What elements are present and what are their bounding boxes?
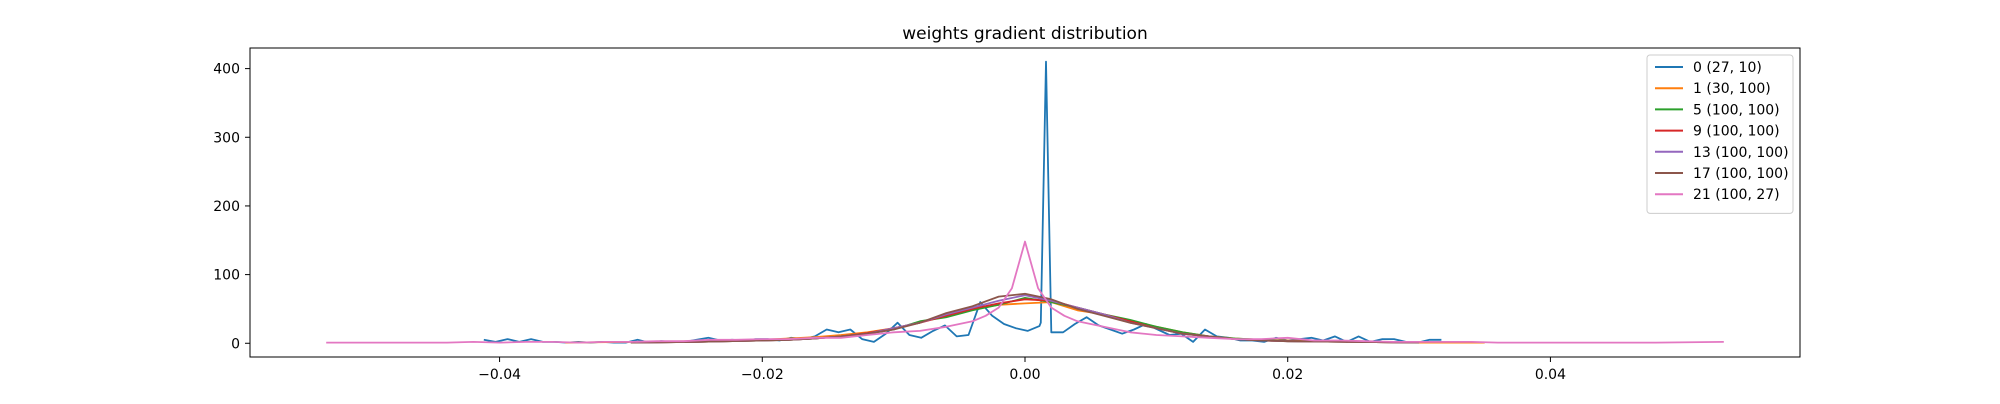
y-tick-label: 300	[213, 130, 240, 146]
series-layer	[326, 60, 1724, 344]
x-tick-label: −0.02	[741, 367, 784, 383]
x-tick-label: −0.04	[478, 367, 521, 383]
y-tick-label: 200	[213, 199, 240, 215]
legend-label-1: 1 (30, 100)	[1693, 81, 1771, 97]
legend-label-6: 21 (100, 27)	[1693, 187, 1780, 203]
legend: 0 (27, 10) 1 (30, 100) 5 (100, 100) 9 (100,…	[1646, 54, 1794, 214]
y-tick-label: 0	[231, 336, 240, 352]
legend-label-0: 0 (27, 10)	[1693, 60, 1762, 76]
chart-title: weights gradient distribution	[902, 24, 1147, 44]
x-tick-label: 0.00	[1009, 367, 1040, 383]
y-tick-label: 100	[213, 268, 240, 284]
legend-label-5: 17 (100, 100)	[1693, 166, 1789, 182]
x-axis: −0.04 −0.02 0.00 0.02 0.04	[478, 357, 1566, 383]
x-tick-label: 0.02	[1272, 367, 1303, 383]
series-line-6	[326, 240, 1724, 344]
y-axis: 0 100 200 300 400	[213, 62, 250, 352]
y-tick-label: 400	[213, 62, 240, 78]
legend-label-4: 13 (100, 100)	[1693, 145, 1789, 161]
legend-label-2: 5 (100, 100)	[1693, 102, 1780, 118]
legend-label-3: 9 (100, 100)	[1693, 124, 1780, 140]
legend-box	[1646, 54, 1794, 214]
x-tick-label: 0.04	[1535, 367, 1566, 383]
